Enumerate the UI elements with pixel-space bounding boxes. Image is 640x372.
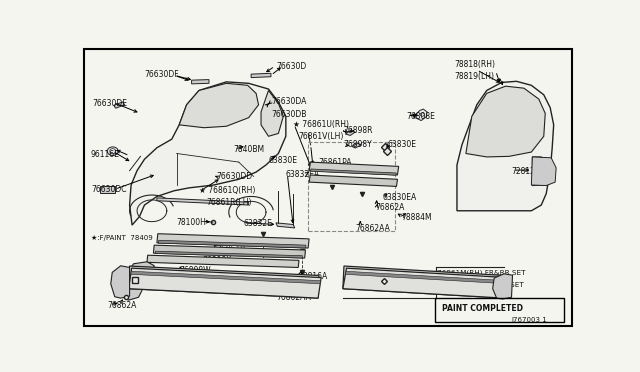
Text: 76861N(LH) FR&RR SET: 76861N(LH) FR&RR SET: [437, 282, 524, 289]
Text: 76630DE: 76630DE: [92, 99, 127, 108]
Polygon shape: [266, 104, 277, 111]
Polygon shape: [111, 266, 129, 298]
Polygon shape: [413, 109, 428, 121]
Polygon shape: [343, 266, 505, 298]
Polygon shape: [309, 162, 399, 175]
Text: 76862AA: 76862AA: [276, 293, 311, 302]
Polygon shape: [493, 274, 513, 299]
Text: 76898W: 76898W: [179, 266, 211, 275]
Text: 76861PA: 76861PA: [318, 158, 351, 167]
Text: 76630DB: 76630DB: [271, 110, 307, 119]
Text: 63830EA: 63830EA: [383, 193, 417, 202]
Ellipse shape: [108, 147, 118, 155]
Polygon shape: [261, 90, 284, 136]
Text: 78818(RH): 78818(RH): [454, 60, 495, 69]
Polygon shape: [147, 255, 299, 267]
Polygon shape: [114, 102, 125, 108]
Text: 78100H: 78100H: [177, 218, 207, 227]
Text: 96116E: 96116E: [91, 150, 120, 160]
Text: 76862AA: 76862AA: [355, 224, 390, 233]
Text: 63830EA: 63830EA: [111, 276, 145, 285]
Polygon shape: [156, 251, 303, 258]
Polygon shape: [121, 262, 154, 300]
Text: 7840BM: 7840BM: [234, 145, 265, 154]
Text: 76861M(RH) FR&RR SET: 76861M(RH) FR&RR SET: [437, 269, 525, 276]
Polygon shape: [129, 82, 286, 225]
Text: 63830E: 63830E: [388, 140, 417, 150]
Text: ★ 76861U(RH): ★ 76861U(RH): [293, 121, 349, 129]
Polygon shape: [310, 169, 396, 175]
Text: J767003 1: J767003 1: [511, 317, 547, 323]
Text: 76862A: 76862A: [108, 301, 137, 310]
Text: ★ 76861Q(RH): ★ 76861Q(RH): [199, 186, 255, 195]
Text: 76898R: 76898R: [343, 126, 372, 135]
Polygon shape: [276, 223, 295, 228]
Polygon shape: [158, 240, 306, 248]
Text: 72812F: 72812F: [511, 167, 540, 176]
Polygon shape: [343, 268, 508, 298]
Text: PAINT COMPLETED: PAINT COMPLETED: [442, 304, 523, 312]
Polygon shape: [457, 81, 554, 211]
Text: 76808E: 76808E: [406, 112, 435, 121]
Text: 63830E: 63830E: [269, 156, 298, 165]
Polygon shape: [154, 245, 305, 258]
Polygon shape: [244, 142, 255, 148]
Text: 76862A: 76862A: [375, 203, 404, 212]
Text: 76630DA: 76630DA: [271, 97, 307, 106]
Text: 76630DF: 76630DF: [145, 70, 179, 79]
Text: 78884M: 78884M: [401, 214, 432, 222]
Polygon shape: [346, 131, 355, 135]
Bar: [435, 298, 564, 323]
Polygon shape: [129, 268, 321, 298]
Bar: [308, 142, 395, 231]
Polygon shape: [191, 80, 209, 84]
Polygon shape: [179, 83, 259, 128]
Text: 76898Y: 76898Y: [343, 140, 372, 150]
Polygon shape: [131, 271, 321, 284]
Polygon shape: [129, 266, 319, 298]
Text: 76861P: 76861P: [216, 245, 245, 254]
Text: 76630DD: 76630DD: [216, 172, 253, 181]
Polygon shape: [157, 234, 309, 248]
Polygon shape: [466, 86, 545, 157]
Polygon shape: [352, 143, 361, 148]
Text: 63832E: 63832E: [244, 219, 273, 228]
Polygon shape: [251, 73, 271, 78]
Polygon shape: [532, 157, 550, 186]
Text: 76630DC: 76630DC: [91, 185, 127, 194]
Polygon shape: [346, 271, 507, 284]
Text: 76861V(LH): 76861V(LH): [298, 132, 344, 141]
Text: ★:F/PAINT  78409: ★:F/PAINT 78409: [91, 235, 153, 241]
Polygon shape: [531, 157, 556, 186]
Polygon shape: [157, 198, 249, 205]
Text: 63832EA: 63832EA: [286, 170, 320, 179]
Bar: [100, 186, 115, 193]
Polygon shape: [309, 175, 397, 186]
Text: 78816A: 78816A: [298, 272, 328, 281]
Text: 76630D: 76630D: [276, 62, 306, 71]
Text: 76861R(LH): 76861R(LH): [207, 198, 252, 207]
Text: 76898X: 76898X: [202, 256, 232, 265]
Polygon shape: [218, 175, 235, 180]
Text: 78819(LH): 78819(LH): [454, 72, 495, 81]
